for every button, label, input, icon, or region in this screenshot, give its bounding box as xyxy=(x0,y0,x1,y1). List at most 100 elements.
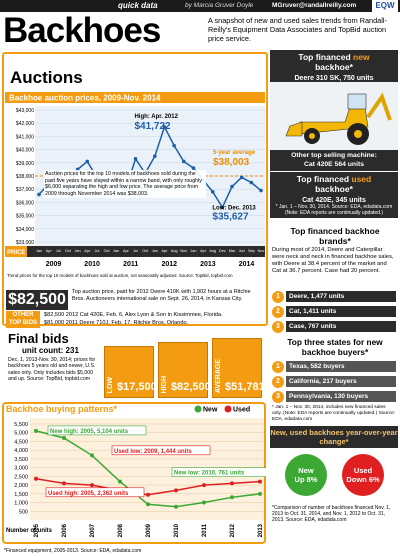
logo: EQW xyxy=(372,0,398,12)
model: Cat 420E, 345 units xyxy=(302,197,366,204)
list-item: 3 Case, 767 units xyxy=(272,320,396,333)
year-label: 2010 xyxy=(84,261,100,268)
auction-frame xyxy=(2,52,268,326)
series-point xyxy=(174,488,178,493)
low-value: $35,627 xyxy=(212,211,249,222)
source: Trend prices for the top 10 models of ba… xyxy=(7,273,233,278)
annotation: New high: 2005, 5,104 units xyxy=(50,429,129,435)
annotation-bg xyxy=(47,425,147,436)
item-text: Pennsylvania, 130 buyers xyxy=(286,391,396,402)
rank: 1 xyxy=(272,360,284,373)
series-point xyxy=(146,492,150,497)
x-tick-label: Apr xyxy=(123,249,130,253)
x-tick-label: Apr xyxy=(84,249,91,253)
x-tick-label: Jul xyxy=(56,249,61,253)
legend-label: Used xyxy=(233,407,250,414)
value: Up 8% xyxy=(294,475,318,484)
series-point xyxy=(34,428,38,433)
y-tick-label: $35,000 xyxy=(16,214,34,220)
series-point xyxy=(202,500,206,505)
y-tick-label: 3,500 xyxy=(14,457,28,463)
x-tick-label: Jun xyxy=(239,249,245,253)
x-tick-label: Aug xyxy=(209,249,216,253)
top-price-text: Top auction price, paid for 2012 Deere 4… xyxy=(72,289,251,302)
x-tick-label: 2007 xyxy=(90,523,96,537)
heading: Top financed xyxy=(296,174,350,184)
backhoe-illustration xyxy=(270,82,398,150)
year-label: 2013 xyxy=(200,261,216,268)
bid-box: HIGH $82,500 xyxy=(158,342,211,398)
high-label: High: Apr. 2012 xyxy=(134,114,178,120)
yoy-new: New Up 8% xyxy=(285,454,327,496)
heading: backhoe* xyxy=(315,184,353,194)
price-point xyxy=(162,125,167,129)
price-point xyxy=(153,154,157,158)
bid-label: LOW xyxy=(107,376,114,393)
unit-count: unit count: 231 xyxy=(22,346,79,355)
x-tick-label: 2013 xyxy=(258,523,264,537)
price-row-label-bg xyxy=(5,246,27,257)
states-heading: Top three states for new backhoe buyers* xyxy=(287,337,383,357)
y-tick-label: 4,000 xyxy=(14,448,28,454)
series-point xyxy=(174,504,178,509)
series-point xyxy=(90,483,94,488)
auctions-heading: Auctions xyxy=(10,68,83,87)
bid-value: $51,781 xyxy=(225,381,265,393)
y-tick-label: $40,000 xyxy=(16,148,34,154)
rank: 1 xyxy=(272,290,284,303)
x-tick-label: Apr xyxy=(46,249,53,253)
model: Deere 310 SK, 750 units xyxy=(294,75,374,82)
heading-em: used xyxy=(351,174,372,184)
brands-text: During most of 2014, Deere and Caterpill… xyxy=(272,247,394,274)
x-tick-label: Jan xyxy=(113,249,119,253)
price-point xyxy=(181,159,186,164)
year-label: 2011 xyxy=(123,261,138,268)
annotation: Used low: 2009, 1,444 units xyxy=(114,449,192,455)
x-tick-label: 2006 xyxy=(62,523,68,537)
price-point xyxy=(249,180,254,185)
y-tick-label: 1,000 xyxy=(14,501,28,507)
bid-label: AVERAGE xyxy=(215,358,222,393)
heading: backhoe* xyxy=(315,62,353,72)
price-point xyxy=(172,143,176,148)
legend-label: New xyxy=(203,407,218,414)
intro: A snapshot of new and used sales trends … xyxy=(208,16,387,43)
final-bids-title: Final bids xyxy=(8,331,69,346)
x-tick-label: Oct xyxy=(65,249,72,253)
y-tick-label: 500 xyxy=(19,509,28,515)
states-note: * Jan. 1 – Nov. 30, 2014, includes new f… xyxy=(272,405,396,422)
price-point xyxy=(259,188,263,193)
heading-em: new xyxy=(353,52,370,62)
price-point xyxy=(220,205,225,210)
rank: 3 xyxy=(272,320,284,333)
bid-box: LOW $17,500 xyxy=(104,346,157,398)
label: New xyxy=(298,466,314,475)
year-label: 2014 xyxy=(239,261,255,268)
item-text: Texas, 582 buyers xyxy=(286,361,396,372)
used-note: * Jan. 1 – Nov. 30, 2014. Source: EDA, e… xyxy=(270,204,398,218)
price-point xyxy=(239,175,244,180)
price-point xyxy=(133,157,138,161)
x-tick-label: Oct xyxy=(142,249,149,253)
y-tick-label: $38,000 xyxy=(16,174,34,180)
x-tick-label: Jan xyxy=(75,249,81,253)
series-point xyxy=(202,483,206,488)
price-point xyxy=(230,184,234,189)
annotation-bg xyxy=(171,467,266,478)
item-text: Case, 767 units xyxy=(286,321,396,332)
price-point xyxy=(191,166,196,170)
x-tick-label: Aug xyxy=(171,249,178,253)
header-bar: quick data by Marcia Gruver Doyle MGruve… xyxy=(0,0,400,12)
list-item: 1 Deere, 1,477 units xyxy=(272,290,396,303)
series-point xyxy=(118,479,122,484)
y-tick-label: $39,000 xyxy=(16,161,34,167)
x-tick-label: Dec xyxy=(219,249,226,253)
rank: 2 xyxy=(272,305,284,318)
x-tick-label: Oct xyxy=(104,249,111,253)
item-text: Cat, 1,411 units xyxy=(286,306,396,317)
y-tick-label: 3,000 xyxy=(14,466,28,472)
x-tick-label: Nov xyxy=(258,249,265,253)
price-row-label: PRICE xyxy=(7,250,25,256)
series-point xyxy=(230,481,234,486)
low-label: Low: Dec. 2013 xyxy=(212,205,256,211)
